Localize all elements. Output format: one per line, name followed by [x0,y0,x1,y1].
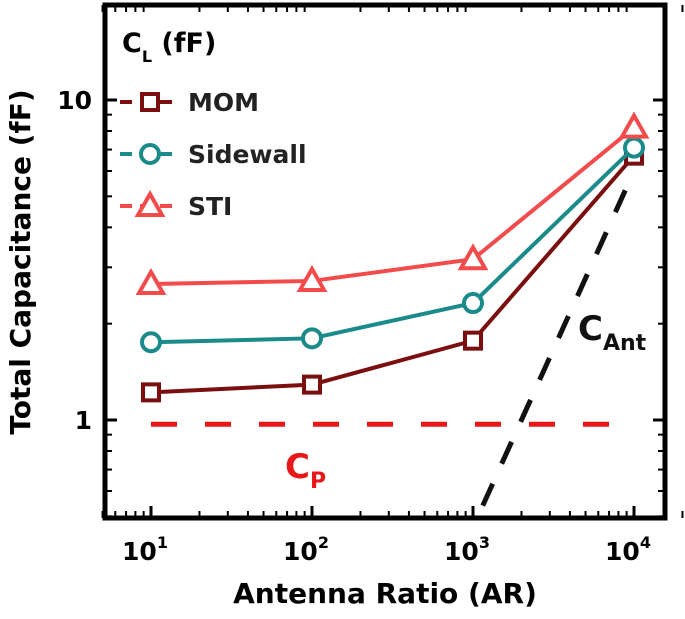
y-axis-label: Total Capacitance (fF) [4,89,37,434]
data-point-sidewall [140,331,162,354]
data-point-sti [618,111,650,139]
data-point-sidewall [462,292,484,315]
x-axis-label: Antenna Ratio (AR) [233,577,537,610]
data-point-mom [463,330,483,351]
legend-title: CL (fF) [122,28,216,66]
data-point-sidewall [623,136,645,159]
x-tick-label: 101 [122,533,168,566]
legend-label-sti: STI [188,192,232,221]
data-point-mom [141,382,161,403]
x-tick-label: 102 [283,533,329,566]
legend-label-sidewall: Sidewall [188,140,307,169]
series-line-mom [150,154,636,395]
data-point-mom [302,374,322,395]
plot-frame [102,2,668,521]
data-point-sti [135,268,167,296]
y-tick-label: 1 [75,406,92,435]
cant-reference-line [480,169,637,507]
data-point-sidewall [301,327,323,350]
cant-label: CAnt [578,309,647,356]
legend-marker-sti [134,189,166,217]
data-point-sti [296,264,328,292]
legend-label-mom: MOM [188,88,259,117]
series-line-sti [150,126,636,287]
legend-marker-mom [140,92,160,112]
x-tick-label: 103 [444,533,490,566]
legend-marker-sidewall [139,143,161,165]
y-tick-label: 10 [57,86,92,115]
series-line-sidewall [150,146,636,345]
data-point-sti [457,243,489,271]
x-tick-label: 104 [605,533,651,566]
cp-label: CP [285,447,326,494]
